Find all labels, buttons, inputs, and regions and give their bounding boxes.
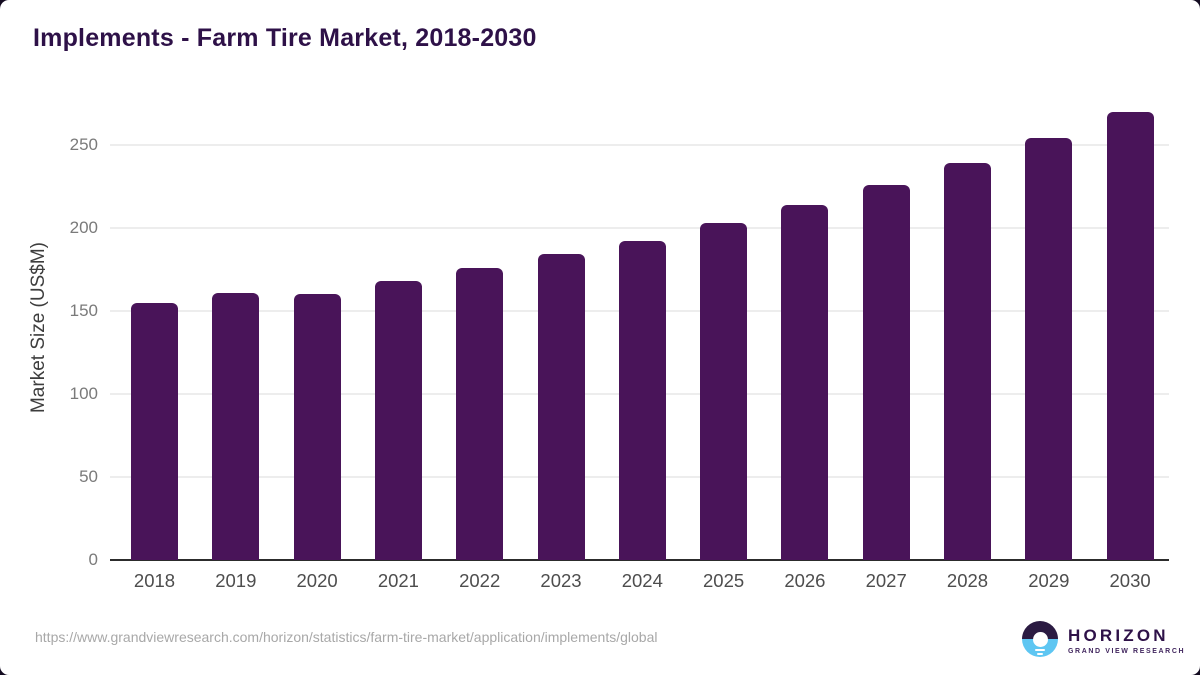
bar-2018 [131, 302, 178, 560]
logo-sun-icon [1032, 631, 1048, 647]
gridline [110, 226, 1169, 229]
plot-area [110, 95, 1169, 561]
y-tick-label: 0 [88, 550, 98, 569]
logo-tagline: GRAND VIEW RESEARCH [1068, 648, 1186, 655]
x-tick-label-2030: 2030 [1109, 570, 1151, 591]
y-tick-label: 150 [69, 300, 98, 320]
horizon-logo-icon [1022, 621, 1058, 657]
y-tick-label: 250 [69, 134, 98, 154]
x-tick-label-2022: 2022 [459, 570, 501, 591]
x-tick-label-2018: 2018 [133, 570, 176, 591]
bar-2023 [537, 254, 585, 560]
bar-2024 [618, 241, 666, 560]
horizon-logo: HORIZON GRAND VIEW RESEARCH [1022, 621, 1185, 657]
x-tick-label-2025: 2025 [703, 570, 745, 591]
bar-2027 [862, 184, 910, 560]
x-tick-label-2026: 2026 [784, 570, 826, 591]
x-tick-label-2021: 2021 [377, 570, 419, 591]
bar-2021 [374, 281, 422, 560]
x-tick-label-2028: 2028 [946, 570, 989, 591]
x-tick-label-2029: 2029 [1028, 570, 1070, 591]
y-axis-ticks: 0 50 100 150 200 250 [0, 95, 98, 569]
bar-2019 [212, 292, 260, 560]
y-tick-label: 100 [69, 383, 98, 403]
bar-2029 [1025, 138, 1073, 560]
page-title: Implements - Farm Tire Market, 2018-2030 [33, 24, 537, 52]
y-tick-label: 50 [79, 466, 98, 486]
gridline [110, 143, 1169, 146]
x-tick-label-2027: 2027 [865, 570, 907, 591]
x-tick-label-2023: 2023 [540, 570, 582, 591]
x-tick-label-2020: 2020 [296, 570, 338, 591]
bar-2028 [944, 163, 991, 560]
bar-2020 [293, 294, 341, 560]
bar-2026 [781, 204, 829, 560]
bar-2025 [700, 222, 748, 560]
y-tick-label: 200 [69, 217, 98, 237]
logo-reflection-icon [1037, 652, 1043, 655]
logo-brand-name: HORIZON [1068, 626, 1169, 645]
x-axis-labels: 2018 2019 2020 2021 2022 2023 2024 2025 2026 2027… [110, 570, 1169, 596]
x-tick-label-2019: 2019 [215, 570, 257, 591]
x-axis-line [110, 559, 1169, 561]
logo-text: HORIZON GRAND VIEW RESEARCH [1068, 621, 1185, 655]
logo-reflection-icon [1035, 648, 1045, 651]
x-tick-label-2024: 2024 [621, 570, 663, 591]
bar-2022 [456, 267, 504, 560]
bar-2030 [1106, 111, 1154, 560]
source-url: https://www.grandviewresearch.com/horizo… [35, 629, 658, 645]
